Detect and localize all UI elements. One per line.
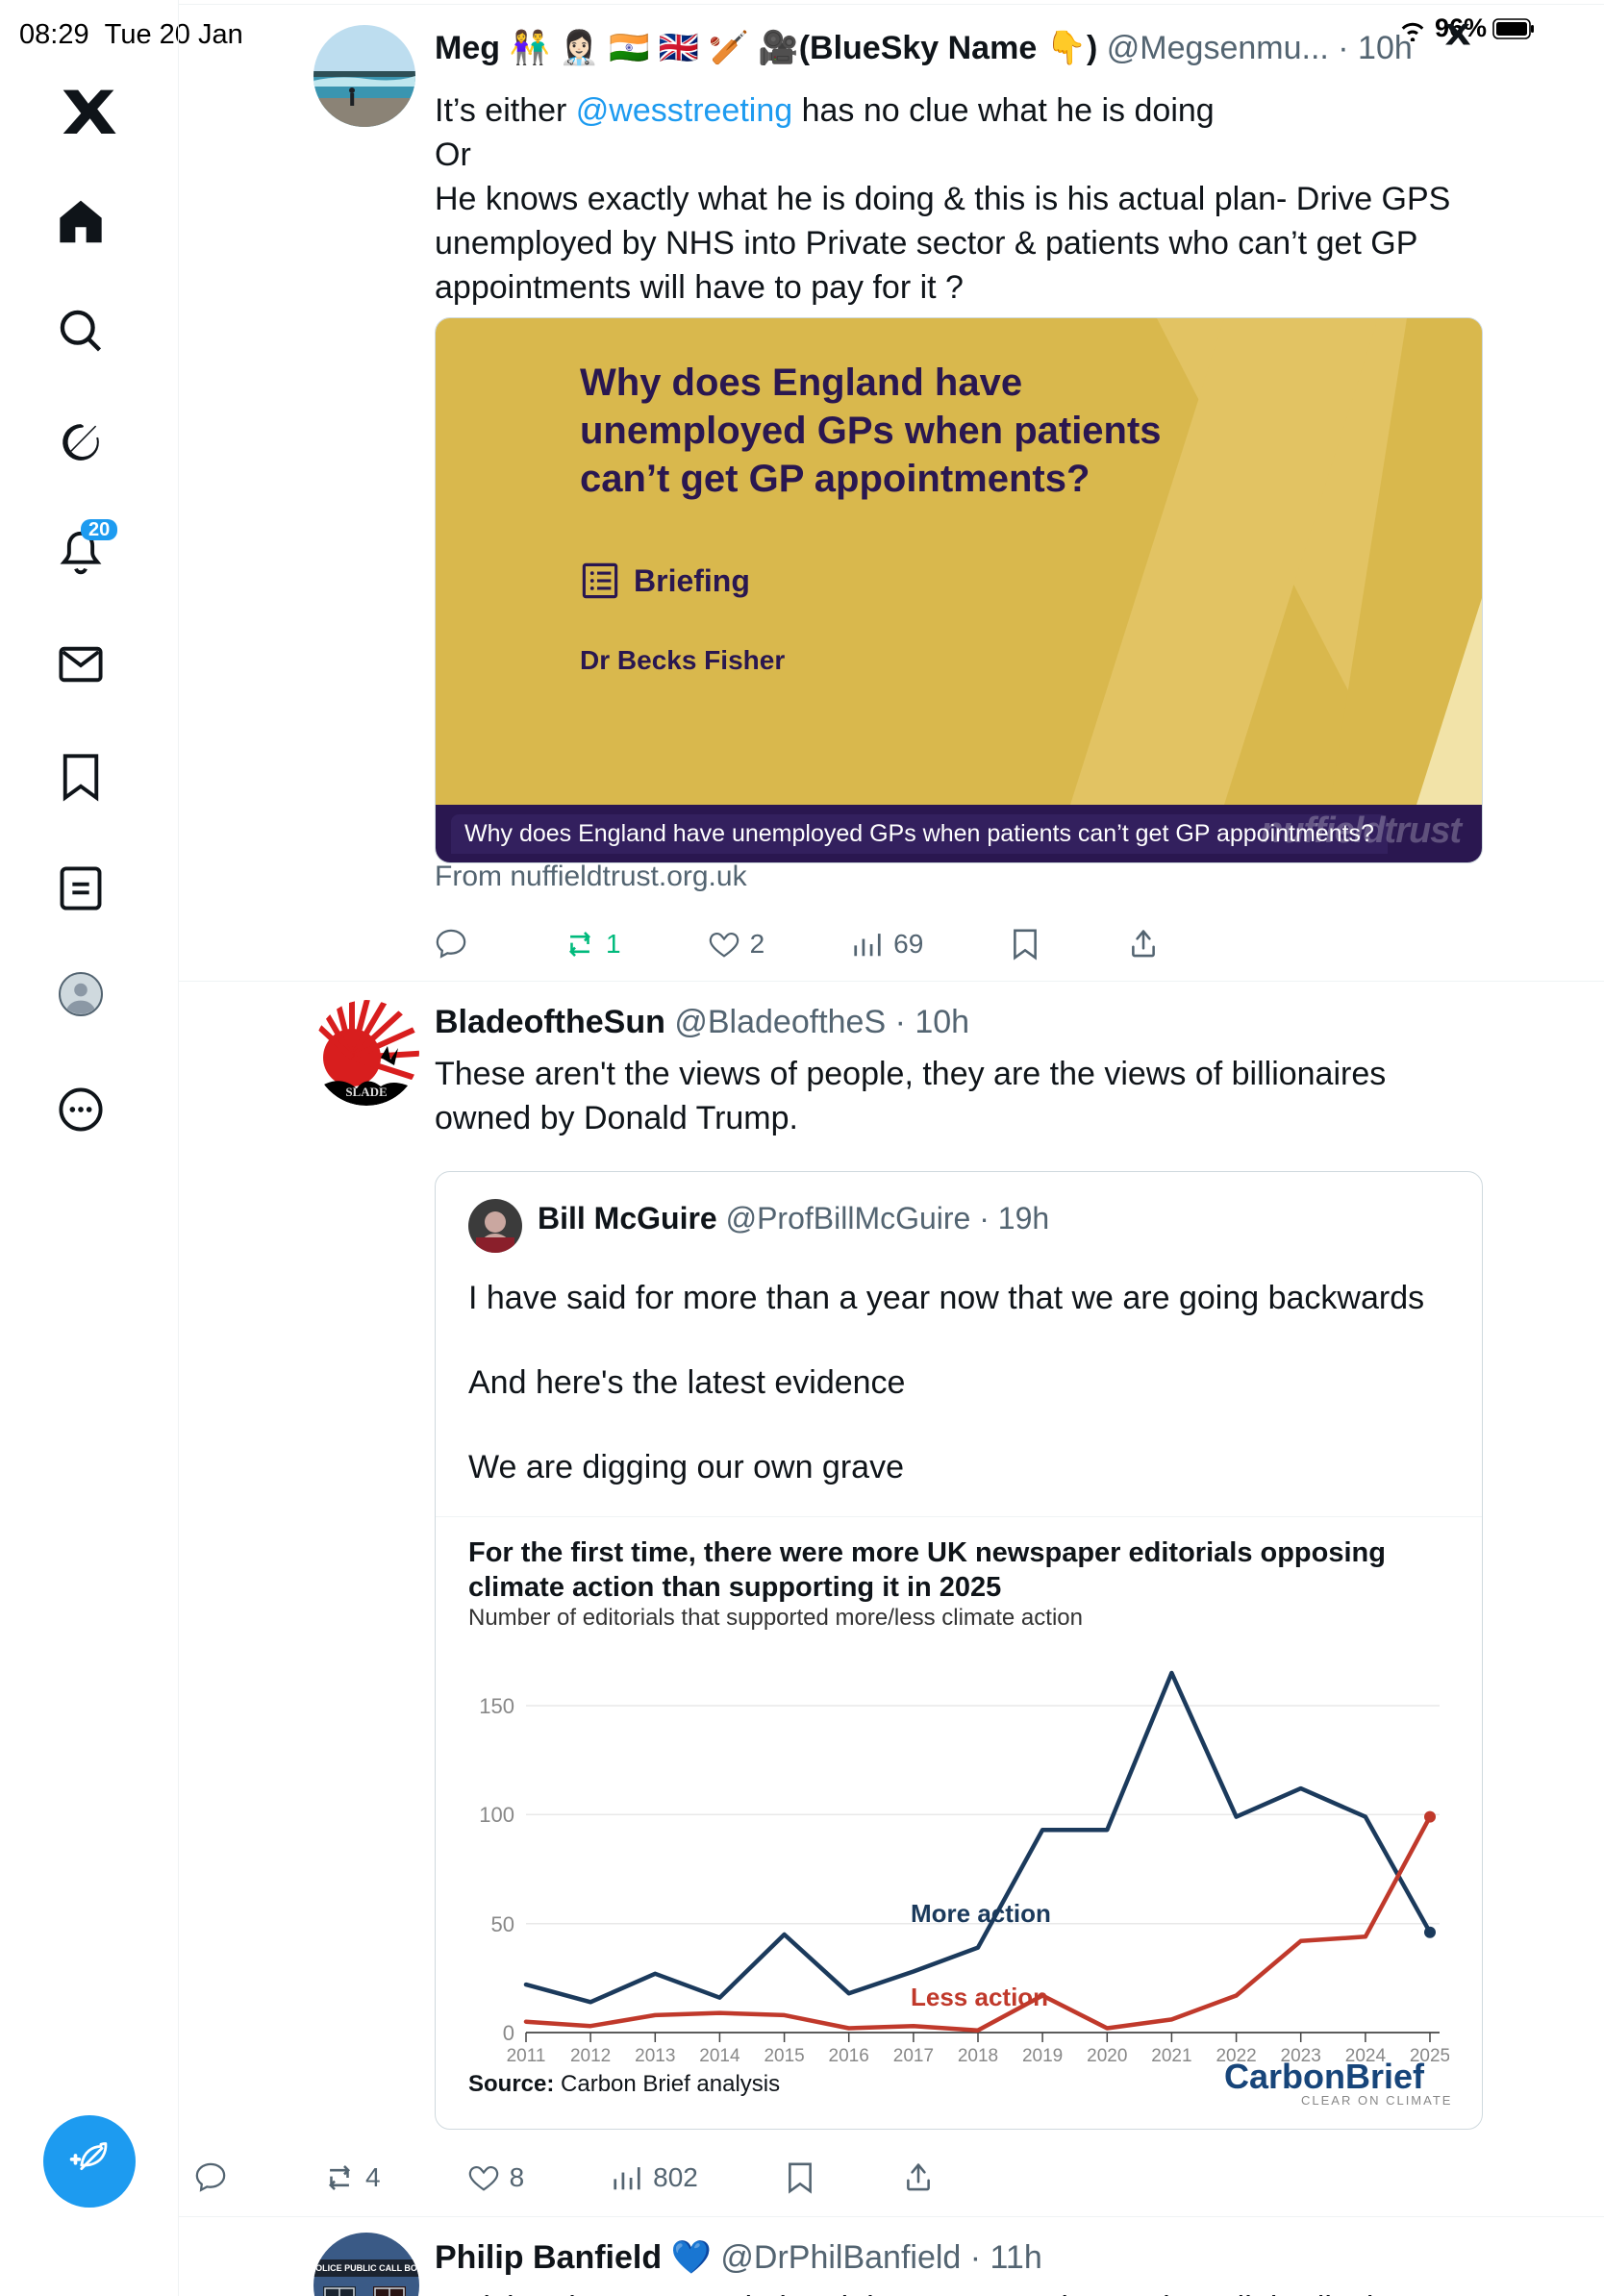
svg-text:POLICE PUBLIC CALL BOX: POLICE PUBLIC CALL BOX: [313, 2263, 419, 2273]
svg-text:2016: 2016: [829, 2046, 869, 2061]
svg-text:2020: 2020: [1087, 2046, 1127, 2061]
svg-text:2011: 2011: [507, 2046, 546, 2061]
svg-text:2018: 2018: [958, 2046, 998, 2061]
svg-text:2019: 2019: [1022, 2046, 1063, 2061]
svg-text:50: 50: [491, 1912, 514, 1936]
svg-text:2015: 2015: [764, 2046, 804, 2061]
svg-text:2017: 2017: [893, 2046, 934, 2061]
svg-text:0: 0: [503, 2021, 514, 2045]
svg-text:2013: 2013: [635, 2046, 675, 2061]
svg-text:More action: More action: [911, 1899, 1051, 1928]
svg-text:SLADE: SLADE: [345, 1085, 387, 1099]
svg-text:2021: 2021: [1151, 2046, 1191, 2061]
svg-text:100: 100: [479, 1803, 514, 1827]
svg-text:2014: 2014: [699, 2046, 740, 2061]
svg-text:150: 150: [479, 1694, 514, 1718]
svg-text:Less action: Less action: [911, 1983, 1048, 2011]
svg-text:2012: 2012: [570, 2046, 611, 2061]
